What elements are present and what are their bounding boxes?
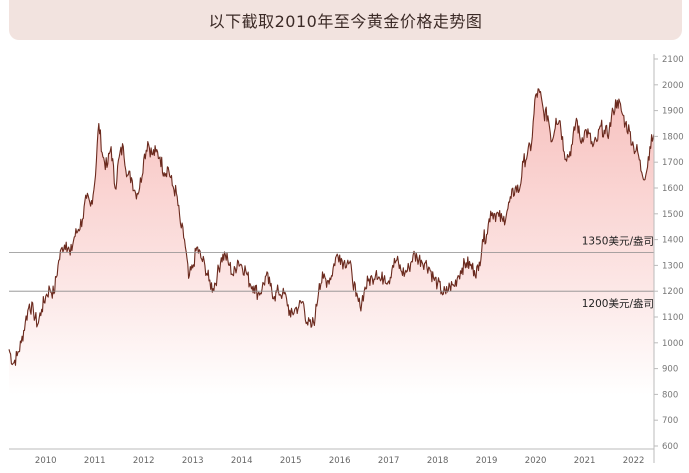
- x-tick-label: 2013: [182, 456, 204, 466]
- x-tick-label: 2020: [525, 456, 547, 466]
- x-tick-label: 2021: [574, 456, 596, 466]
- chart-title: 以下截取2010年至今黄金价格走势图: [208, 12, 483, 31]
- chart-title-bar: 以下截取2010年至今黄金价格走势图: [9, 0, 682, 40]
- x-tick-label: 2012: [133, 456, 155, 466]
- y-tick-label: 800: [662, 390, 678, 400]
- y-tick-label: 1000: [662, 339, 684, 349]
- y-tick-label: 700: [662, 416, 678, 426]
- reference-label-1350: 1350美元/盎司: [582, 235, 654, 248]
- reference-label-1200: 1200美元/盎司: [582, 297, 654, 310]
- x-tick-label: 2016: [329, 456, 351, 466]
- y-tick-label: 1700: [662, 158, 684, 168]
- x-tick-label: 2014: [231, 456, 253, 466]
- x-tick-label: 2019: [476, 456, 498, 466]
- x-tick-label: 2022: [623, 456, 645, 466]
- x-tick-label: 2010: [35, 456, 57, 466]
- y-tick-label: 1400: [662, 236, 684, 246]
- x-tick-label: 2015: [280, 456, 302, 466]
- y-tick-label: 1800: [662, 132, 684, 142]
- y-tick-label: 900: [662, 365, 678, 375]
- y-tick-label: 1200: [662, 287, 684, 297]
- x-tick-label: 2017: [378, 456, 400, 466]
- y-tick-label: 600: [662, 442, 678, 452]
- y-tick-label: 1900: [662, 107, 684, 117]
- y-tick-label: 2100: [662, 55, 684, 65]
- price-area: [9, 88, 654, 450]
- x-tick-label: 2011: [84, 456, 106, 466]
- y-tick-label: 1500: [662, 210, 684, 220]
- y-tick-label: 1600: [662, 184, 684, 194]
- y-tick-label: 1100: [662, 313, 684, 323]
- y-tick-label: 1300: [662, 261, 684, 271]
- x-tick-label: 2018: [427, 456, 449, 466]
- series-line: [8, 88, 655, 366]
- y-tick-label: 2000: [662, 81, 684, 91]
